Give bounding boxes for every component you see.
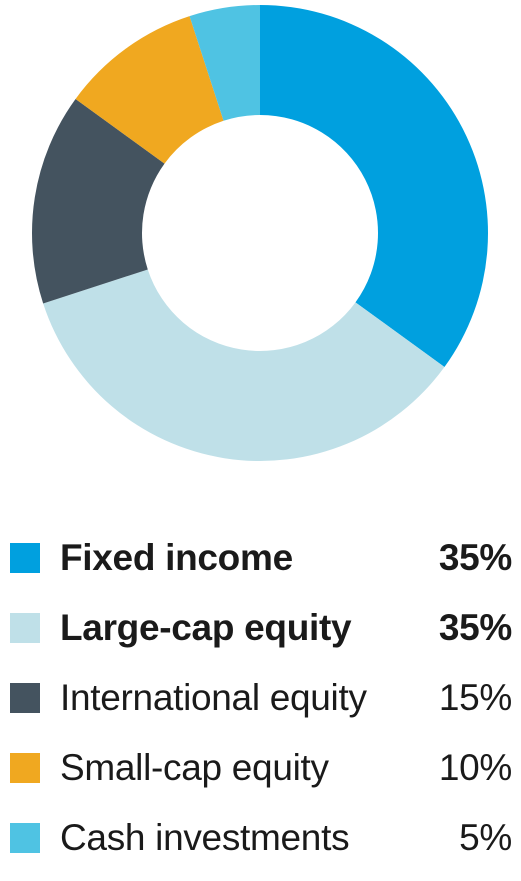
slice-cash-investments [189, 5, 260, 121]
legend-label-small-cap-equity: Small-cap equity [60, 747, 329, 788]
legend-value-fixed-income: 35% [438, 537, 512, 578]
legend-label-large-cap-equity: Large-cap equity [60, 607, 352, 648]
legend-item-fixed-income: Fixed income 35% [10, 537, 512, 578]
legend-swatch-international-equity [10, 682, 40, 713]
slice-small-cap-equity [75, 16, 224, 164]
legend-swatch-cash-investments [10, 822, 40, 853]
legend-label-international-equity: International equity [60, 677, 367, 718]
legend-item-international-equity: International equity 15% [10, 677, 512, 718]
slice-fixed-income [260, 5, 488, 368]
legend: Fixed income 35% Large-cap equity 35% In… [10, 537, 512, 858]
legend-swatch-fixed-income [10, 542, 40, 573]
slice-international-equity [31, 98, 165, 304]
legend-value-large-cap-equity: 35% [438, 607, 512, 648]
legend-swatch-large-cap-equity [10, 612, 40, 643]
legend-label-cash-investments: Cash investments [60, 817, 350, 858]
legend-label-fixed-income: Fixed income [60, 537, 293, 578]
legend-value-international-equity: 15% [438, 677, 512, 718]
legend-item-small-cap-equity: Small-cap equity 10% [10, 747, 512, 788]
legend-item-large-cap-equity: Large-cap equity 35% [10, 607, 512, 648]
legend-swatch-small-cap-equity [10, 752, 40, 783]
legend-value-cash-investments: 5% [459, 817, 512, 858]
legend-item-cash-investments: Cash investments 5% [10, 817, 512, 858]
legend-value-small-cap-equity: 10% [438, 747, 512, 788]
donut-chart [31, 5, 488, 462]
slice-large-cap-equity [43, 269, 445, 462]
donut-slices [31, 5, 488, 462]
